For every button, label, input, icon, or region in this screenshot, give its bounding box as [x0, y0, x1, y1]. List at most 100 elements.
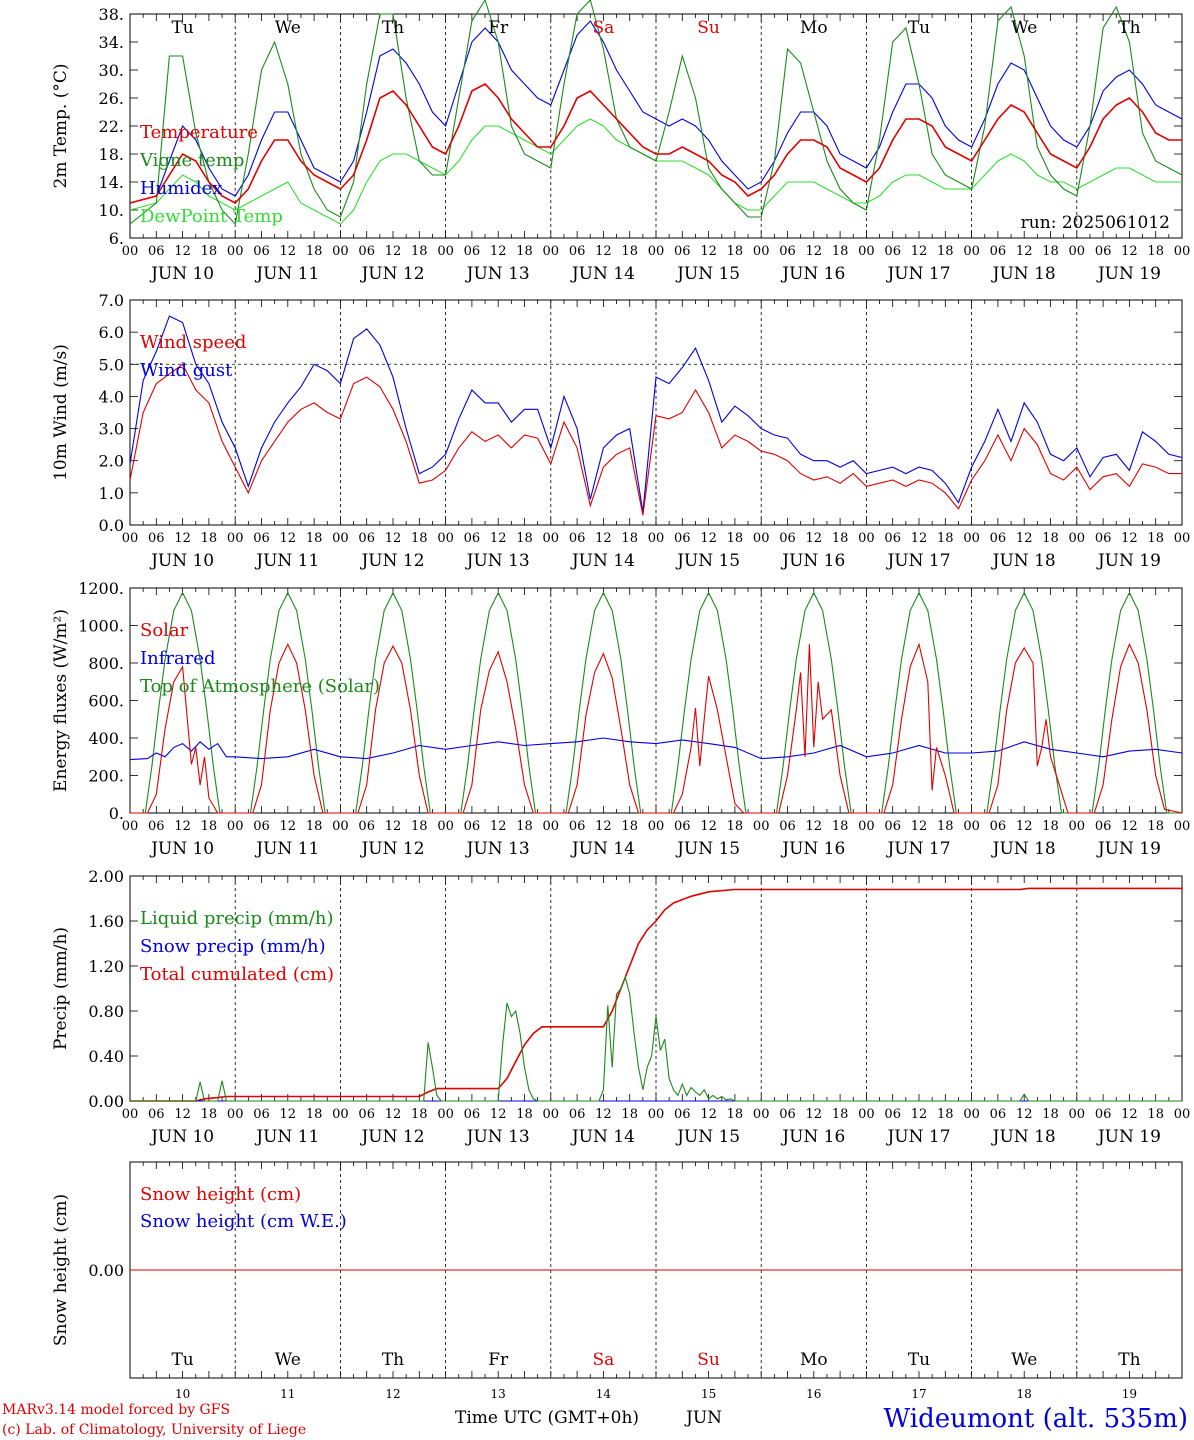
- hour-label: 18: [937, 819, 954, 834]
- date-label: JUN 15: [675, 839, 740, 859]
- weekday-label: Tu: [171, 1350, 193, 1370]
- series-line-liquid-precip-mm-h: [130, 975, 1182, 1102]
- hour-label: 00: [122, 819, 139, 834]
- date-label: JUN 11: [254, 839, 319, 859]
- hour-label: 12: [806, 819, 823, 834]
- y-tick-label: 18.: [99, 145, 124, 164]
- legend-entry: Humidex: [140, 178, 222, 199]
- hour-label: 00: [858, 531, 875, 546]
- hour-label: 06: [569, 1107, 586, 1122]
- hour-label: 06: [464, 819, 481, 834]
- hour-label: 06: [253, 1107, 270, 1122]
- hour-label: 06: [148, 531, 165, 546]
- hour-label: 18: [937, 1107, 954, 1122]
- hour-label: 00: [858, 244, 875, 259]
- y-tick-label: 7.0: [99, 291, 124, 310]
- hour-label: 06: [1095, 1107, 1112, 1122]
- hour-label: 12: [700, 819, 717, 834]
- y-tick-label: 1000.: [78, 617, 124, 636]
- run-label: run: 2025061012: [1021, 213, 1170, 233]
- hour-label: 12: [911, 819, 928, 834]
- hour-label: 00: [227, 531, 244, 546]
- day-number-label: 11: [280, 1387, 295, 1401]
- series-line-vigne-temp: [129, 0, 1183, 226]
- date-label: JUN 13: [465, 839, 530, 859]
- y-tick-label: 0.00: [88, 1261, 124, 1280]
- hour-label: 12: [911, 1107, 928, 1122]
- hour-label: 12: [490, 531, 507, 546]
- legend-entry: Infrared: [140, 648, 215, 669]
- panel-4: 0.00 0.40 0.80 1.20 1.60 2.00 Precip (mm/h) Liq…: [51, 867, 1190, 1147]
- hour-label: 06: [358, 531, 375, 546]
- series-line-temperature: [129, 83, 1182, 204]
- hour-label: 06: [674, 244, 691, 259]
- weekday-label: Su: [697, 1350, 720, 1370]
- hour-label: 12: [385, 819, 402, 834]
- hour-label: 12: [174, 244, 191, 259]
- hour-label: 06: [674, 819, 691, 834]
- hour-label: 00: [332, 244, 349, 259]
- date-label: JUN 18: [991, 264, 1056, 284]
- hour-label: 12: [1016, 244, 1033, 259]
- hour-label: 06: [674, 531, 691, 546]
- panel-1: 6. 10. 14. 18. 22. 26. 30. 34. 38. 2m Temp. (°C) T…: [51, 0, 1190, 284]
- date-label: JUN 10: [149, 1127, 214, 1147]
- lab-credit: (c) Lab. of Climatology, University of L…: [2, 1422, 306, 1438]
- hour-label: 00: [122, 1107, 139, 1122]
- date-label: JUN 19: [1096, 839, 1161, 859]
- hour-label: 12: [280, 1107, 297, 1122]
- hour-label: 18: [516, 819, 533, 834]
- hour-label: 00: [963, 819, 980, 834]
- hour-label: 00: [858, 1107, 875, 1122]
- y-tick-label: 22.: [99, 117, 124, 136]
- hour-label: 00: [1069, 1107, 1086, 1122]
- hour-label: 06: [148, 244, 165, 259]
- hour-label: 00: [122, 244, 139, 259]
- hour-label: 18: [832, 244, 849, 259]
- hour-label: 06: [253, 819, 270, 834]
- hour-label: 12: [385, 531, 402, 546]
- hour-label: 00: [753, 244, 770, 259]
- hour-label: 18: [201, 1107, 218, 1122]
- day-number-label: 16: [806, 1387, 821, 1401]
- y-tick-label: 30.: [99, 61, 124, 80]
- y-tick-label: 400.: [88, 729, 124, 748]
- hour-label: 00: [1174, 531, 1191, 546]
- series-line-dewpoint-temp: [129, 118, 1182, 225]
- hour-label: 12: [280, 819, 297, 834]
- hour-label: 18: [411, 1107, 428, 1122]
- hour-label: 12: [174, 1107, 191, 1122]
- hour-label: 00: [1069, 819, 1086, 834]
- date-label: JUN 17: [885, 264, 950, 284]
- hour-label: 06: [1095, 819, 1112, 834]
- hour-label: 18: [832, 531, 849, 546]
- date-label: JUN 14: [570, 839, 635, 859]
- hour-label: 00: [648, 531, 665, 546]
- hour-label: 00: [543, 819, 560, 834]
- hour-label: 00: [753, 1107, 770, 1122]
- y-tick-label: 200.: [88, 767, 124, 786]
- day-number-label: 18: [1017, 1387, 1032, 1401]
- date-label: JUN 11: [254, 1127, 319, 1147]
- station-title: Wideumont (alt. 535m): [884, 1404, 1188, 1434]
- hour-label: 06: [464, 244, 481, 259]
- hour-label: 00: [648, 1107, 665, 1122]
- hour-label: 00: [332, 819, 349, 834]
- legend-entry: Snow height (cm W.E.): [140, 1211, 347, 1232]
- panel-3: 0. 200. 400. 600. 800. 1000. 1200. Energy fluxe…: [51, 579, 1190, 859]
- date-label: JUN 17: [885, 839, 950, 859]
- hour-label: 18: [1147, 819, 1164, 834]
- hour-label: 00: [543, 1107, 560, 1122]
- date-label: JUN 12: [359, 839, 424, 859]
- weekday-label: We: [275, 18, 301, 38]
- date-label: JUN 16: [780, 839, 845, 859]
- hour-label: 06: [253, 244, 270, 259]
- panel-2: 0.0 1.0 2.0 3.0 4.0 5.0 6.0 7.0 10m Wind (m/s) Wi…: [51, 291, 1190, 571]
- date-label: JUN 10: [149, 551, 214, 571]
- hour-label: 18: [727, 531, 744, 546]
- weekday-label: Th: [1118, 18, 1140, 38]
- hour-label: 18: [621, 244, 638, 259]
- hour-label: 00: [648, 819, 665, 834]
- hour-label: 00: [963, 531, 980, 546]
- legend-entry: Liquid precip (mm/h): [140, 908, 334, 929]
